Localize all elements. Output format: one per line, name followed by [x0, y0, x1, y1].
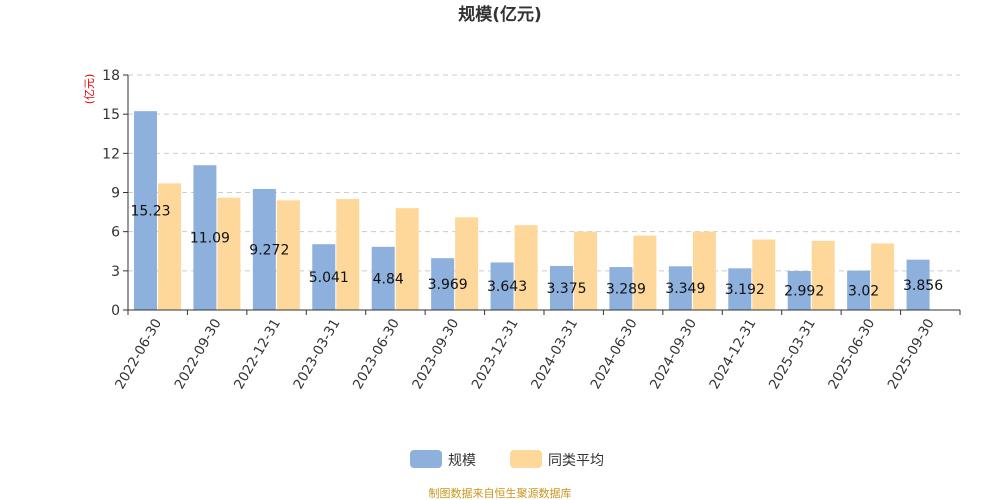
y-tick-label: 0 — [111, 303, 120, 319]
bar-peer-average — [217, 197, 241, 310]
bar-scale — [906, 259, 930, 310]
data-label: 3.375 — [546, 281, 586, 297]
x-tick-label: 2025-06-30 — [825, 316, 878, 392]
x-tick-label: 2022-12-31 — [231, 316, 284, 392]
legend-label-scale: 规模 — [448, 453, 476, 469]
bar-scale — [609, 267, 633, 310]
y-tick-label: 15 — [102, 107, 120, 123]
y-tick-label: 6 — [111, 225, 120, 241]
data-label: 3.969 — [428, 277, 468, 293]
data-label: 3.289 — [606, 282, 646, 298]
bar-peer-average — [811, 240, 835, 310]
grid-lines — [128, 74, 960, 272]
bar-scale — [668, 266, 692, 310]
x-tick-label: 2023-09-30 — [409, 316, 462, 392]
bar-scale — [431, 258, 455, 310]
bar-scale — [847, 270, 871, 310]
data-label: 4.84 — [373, 271, 404, 287]
chart-title: 规模(亿元) — [458, 4, 542, 25]
bars — [134, 111, 930, 311]
x-tick-label: 2022-09-30 — [172, 316, 225, 392]
x-tick-label: 2025-03-31 — [766, 316, 819, 392]
y-axis-ticks: 0 3 6 9 12 15 18 — [102, 68, 128, 319]
bar-peer-average — [752, 239, 776, 310]
y-axis-label: (亿元) — [83, 74, 96, 105]
bar-peer-average — [336, 199, 360, 310]
data-label: 3.856 — [903, 278, 943, 294]
x-axis-ticks: 2022-06-30 2022-09-30 2022-12-31 2023-03-31… — [112, 310, 961, 392]
legend-label-peer-average: 同类平均 — [548, 453, 604, 469]
data-label: 9.272 — [249, 242, 289, 258]
x-tick-label: 2024-03-31 — [528, 316, 581, 392]
bar-peer-average — [395, 208, 419, 310]
bar-peer-average — [692, 231, 716, 310]
x-tick-label: 2024-06-30 — [588, 316, 641, 392]
bar-scale — [134, 111, 157, 311]
data-label: 3.643 — [487, 279, 527, 295]
data-source-note: 制图数据来自恒生聚源数据库 — [429, 486, 572, 500]
data-labels: 15.23 11.09 9.272 5.041 4.84 3.969 3.643 3.375 3… — [130, 204, 943, 300]
bar-scale — [193, 165, 217, 310]
legend-swatch-scale — [410, 450, 442, 468]
data-label: 3.02 — [848, 283, 879, 299]
bar-scale — [312, 244, 336, 310]
data-label: 5.041 — [309, 270, 349, 286]
bar-peer-average — [633, 235, 657, 310]
bar-peer-average — [574, 231, 597, 310]
legend-swatch-peer-average — [510, 450, 542, 468]
data-label: 3.349 — [665, 281, 705, 297]
x-tick-label: 2023-12-31 — [469, 316, 522, 392]
bar-scale — [787, 270, 811, 310]
y-tick-label: 3 — [111, 264, 120, 280]
x-tick-label: 2023-06-30 — [350, 316, 403, 392]
bar-peer-average — [871, 243, 895, 310]
data-label: 3.192 — [725, 282, 765, 298]
y-tick-label: 9 — [111, 186, 120, 202]
x-tick-label: 2024-09-30 — [647, 316, 700, 392]
bar-peer-average — [158, 183, 181, 310]
data-label: 15.23 — [130, 204, 170, 220]
x-tick-label: 2025-09-30 — [885, 316, 938, 392]
data-label: 11.09 — [190, 231, 230, 247]
bar-scale — [252, 188, 276, 310]
bar-scale — [371, 246, 395, 310]
data-label: 2.992 — [784, 283, 824, 299]
x-tick-label: 2022-06-30 — [112, 316, 165, 392]
x-tick-label: 2023-03-31 — [290, 316, 343, 392]
legend: 规模 同类平均 — [410, 450, 604, 469]
y-tick-label: 12 — [102, 146, 120, 162]
bar-peer-average — [455, 217, 479, 310]
bar-scale — [728, 268, 752, 310]
bar-peer-average — [276, 200, 300, 310]
x-tick-label: 2024-12-31 — [706, 316, 759, 392]
bar-scale — [490, 262, 514, 310]
y-tick-label: 18 — [102, 68, 120, 84]
bar-peer-average — [514, 225, 538, 310]
bar-scale — [550, 265, 573, 310]
